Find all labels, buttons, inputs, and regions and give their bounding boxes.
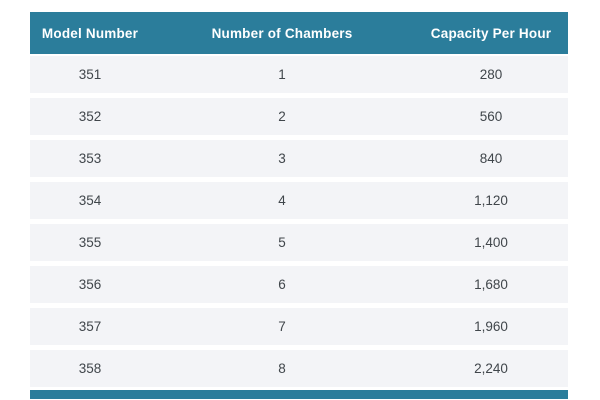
cell-model-number: 356 — [78, 277, 102, 292]
cell-capacity-per-hour: 1,120 — [474, 193, 508, 208]
table-body: 351 1 280 352 2 560 353 3 840 354 4 1,120 355 5 1,400 3… — [30, 56, 568, 387]
cell-model-number: 354 — [78, 193, 102, 208]
capacity-table: Model Number Number of Chambers Capacity… — [30, 12, 568, 399]
column-header-model-number: Model Number — [41, 25, 139, 41]
cell-number-of-chambers: 2 — [278, 109, 286, 124]
cell-number-of-chambers: 8 — [278, 361, 286, 376]
cell-model-number: 355 — [78, 235, 102, 250]
cell-model-number: 357 — [78, 319, 102, 334]
table-row: 357 7 1,960 — [30, 308, 568, 345]
table-row: 358 8 2,240 — [30, 350, 568, 387]
table-row: 355 5 1,400 — [30, 224, 568, 261]
cell-number-of-chambers: 3 — [278, 151, 286, 166]
cell-capacity-per-hour: 280 — [479, 67, 503, 82]
cell-model-number: 353 — [78, 151, 102, 166]
cell-capacity-per-hour: 2,240 — [474, 361, 508, 376]
cell-number-of-chambers: 6 — [278, 277, 286, 292]
table-row: 354 4 1,120 — [30, 182, 568, 219]
table-row: 356 6 1,680 — [30, 266, 568, 303]
cell-number-of-chambers: 5 — [278, 235, 286, 250]
cell-model-number: 351 — [78, 67, 102, 82]
cell-model-number: 352 — [78, 109, 102, 124]
cell-capacity-per-hour: 1,680 — [474, 277, 508, 292]
table-header-row: Model Number Number of Chambers Capacity… — [30, 12, 568, 54]
cell-model-number: 358 — [78, 361, 102, 376]
cell-capacity-per-hour: 560 — [479, 109, 503, 124]
column-header-capacity-per-hour: Capacity Per Hour — [430, 25, 552, 41]
cell-capacity-per-hour: 1,960 — [474, 319, 508, 334]
cell-number-of-chambers: 4 — [278, 193, 286, 208]
column-header-number-of-chambers: Number of Chambers — [211, 25, 353, 41]
table-row: 352 2 560 — [30, 98, 568, 135]
cell-number-of-chambers: 7 — [278, 319, 286, 334]
cell-number-of-chambers: 1 — [278, 67, 286, 82]
cell-capacity-per-hour: 840 — [479, 151, 503, 166]
table-row: 351 1 280 — [30, 56, 568, 93]
table-footer-bar — [30, 390, 568, 399]
cell-capacity-per-hour: 1,400 — [474, 235, 508, 250]
table-row: 353 3 840 — [30, 140, 568, 177]
